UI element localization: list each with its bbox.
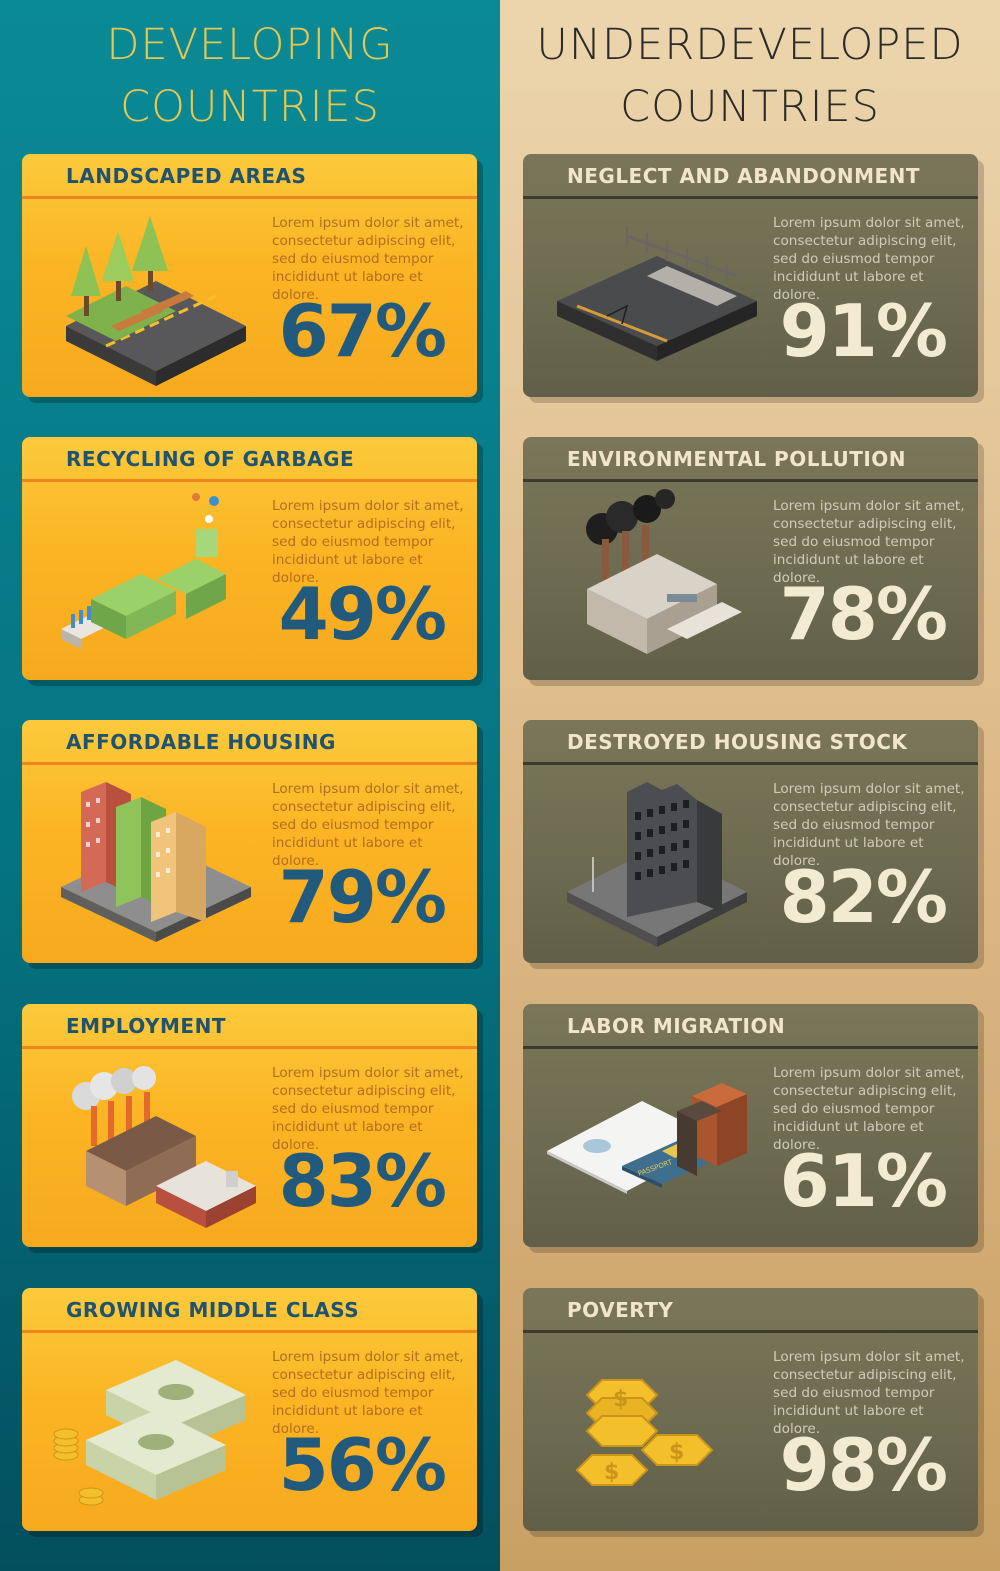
card-title: GROWING MIDDLE CLASS — [66, 1298, 360, 1322]
factory-icon — [72, 1066, 256, 1228]
underdeveloped-heading: UNDERDEVELOPED COUNTRIES — [500, 14, 1000, 138]
card-percentage: 56% — [278, 1423, 447, 1507]
card-title: AFFORDABLE HOUSING — [66, 730, 336, 754]
recycling-plant-icon — [61, 493, 226, 649]
developing-heading: DEVELOPING COUNTRIES — [0, 14, 500, 138]
card-title: EMPLOYMENT — [66, 1014, 226, 1038]
divider — [22, 196, 477, 199]
card-title: RECYCLING OF GARBAGE — [66, 447, 355, 471]
card-description: Lorem ipsum dolor sit amet, consectetur … — [272, 215, 464, 303]
divider — [22, 1046, 477, 1049]
card-recycling-of-garbage: RECYCLING OF GARBAGE Lorem ipsum dolor — [22, 437, 477, 680]
apartment-buildings-icon — [61, 782, 251, 942]
card-percentage: 67% — [278, 289, 447, 373]
underdeveloped-column: UNDERDEVELOPED COUNTRIES — [500, 0, 1000, 1571]
card-employment: EMPLOYMENT Lorem ipsum dolor sit amet, — [22, 1004, 477, 1247]
card-growing-middle-class: GROWING MIDDLE CLASS — [22, 1288, 477, 1531]
card-percentage: 83% — [278, 1139, 447, 1223]
park-icon — [66, 216, 246, 386]
card-description: Lorem ipsum dolor sit amet, consectetur … — [272, 498, 464, 586]
money-stacks-icon — [53, 1360, 246, 1506]
divider — [22, 479, 477, 482]
divider — [22, 1330, 477, 1333]
developing-heading-line1: DEVELOPING — [106, 20, 394, 70]
card-description: Lorem ipsum dolor sit amet, consectetur … — [272, 1065, 464, 1153]
card-landscaped-areas: LANDSCAPED AREAS Lorem ipsum dolor sit a… — [22, 154, 477, 397]
divider — [22, 762, 477, 765]
card-percentage: 49% — [278, 572, 447, 656]
card-description: Lorem ipsum dolor sit amet, consectetur … — [272, 1349, 464, 1437]
underdeveloped-heading-line2: COUNTRIES — [620, 82, 880, 132]
card-percentage: 79% — [278, 855, 447, 939]
card-description: Lorem ipsum dolor sit amet, consectetur … — [272, 781, 464, 869]
card-title: LANDSCAPED AREAS — [66, 164, 307, 188]
underdeveloped-heading-line1: UNDERDEVELOPED — [536, 20, 964, 70]
developing-column: DEVELOPING COUNTRIES LANDSCAPED AREAS — [0, 0, 500, 1571]
card-affordable-housing: AFFORDABLE HOUSING — [22, 720, 477, 963]
developing-heading-line2: COUNTRIES — [120, 82, 380, 132]
